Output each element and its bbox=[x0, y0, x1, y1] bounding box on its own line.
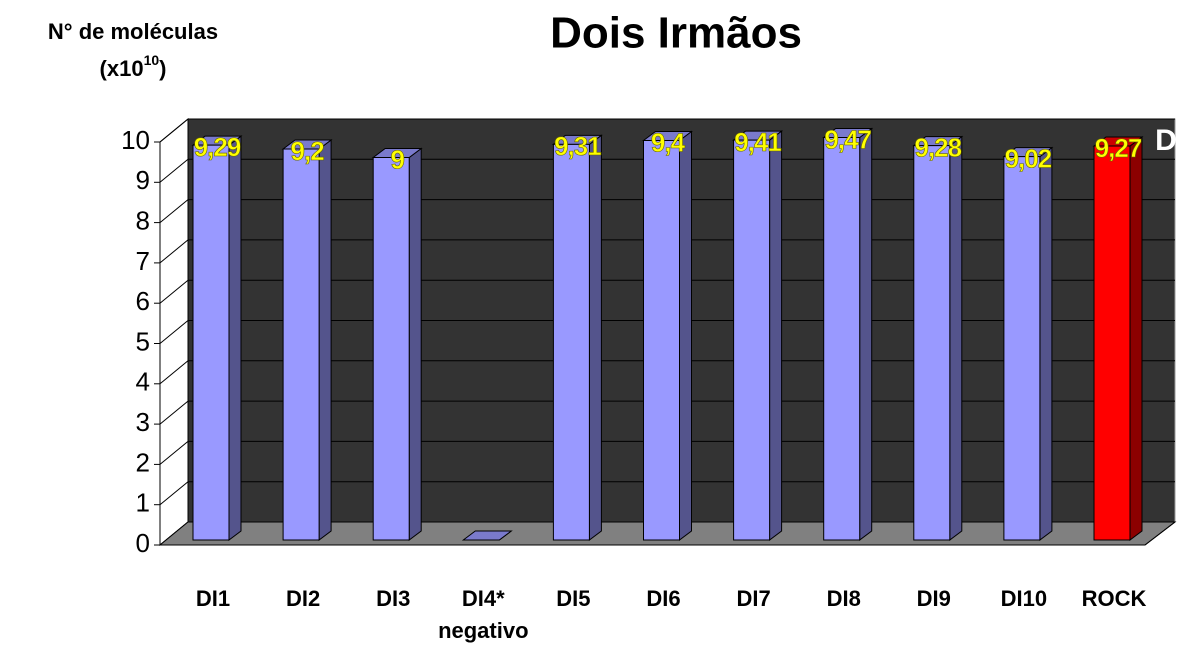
bar bbox=[912, 135, 964, 541]
y-axis-unit: (x1010) bbox=[100, 52, 167, 81]
y-tick-label: 3 bbox=[136, 407, 150, 437]
value-label: 9,28 bbox=[914, 132, 961, 162]
value-label: 9,2 bbox=[291, 136, 325, 166]
bar bbox=[1002, 146, 1054, 541]
x-tick-label: ROCK bbox=[1082, 586, 1147, 611]
bar bbox=[822, 127, 874, 541]
bar-face bbox=[733, 139, 771, 541]
bar-face bbox=[192, 144, 230, 541]
value-label: 9,29 bbox=[194, 132, 241, 162]
grid-line bbox=[159, 279, 189, 304]
grid-line bbox=[159, 158, 189, 183]
bar-face bbox=[643, 140, 680, 541]
x-tick-label: DI4* bbox=[462, 586, 505, 611]
bar-face bbox=[282, 148, 320, 541]
bar-face bbox=[1039, 146, 1053, 541]
bar-face bbox=[588, 134, 602, 541]
grid-line bbox=[159, 441, 189, 465]
bar-face bbox=[1003, 156, 1041, 541]
bar-face bbox=[679, 130, 692, 541]
bar bbox=[642, 130, 693, 541]
y-tick-label: 8 bbox=[136, 205, 150, 235]
y-tick-label: 7 bbox=[136, 246, 150, 276]
y-tick-label: 5 bbox=[136, 326, 150, 356]
value-label: 9,4 bbox=[651, 127, 686, 157]
x-tick-label: DI9 bbox=[917, 586, 951, 611]
y-tick-label: 9 bbox=[136, 165, 150, 195]
y-tick-label: 1 bbox=[136, 488, 150, 518]
annotation: D bbox=[1155, 124, 1177, 157]
grid-line bbox=[159, 400, 189, 425]
bar bbox=[551, 134, 603, 541]
grid-line bbox=[159, 239, 189, 264]
bar bbox=[1092, 136, 1144, 541]
bar-face bbox=[1093, 145, 1131, 541]
bar-face bbox=[552, 143, 590, 541]
y-tick-label: 6 bbox=[136, 286, 150, 316]
value-label: 9,27 bbox=[1095, 133, 1142, 163]
grid-line bbox=[159, 118, 189, 143]
x-tick-label: DI10 bbox=[1001, 586, 1047, 611]
unit-prefix: (x10 bbox=[100, 56, 144, 81]
value-label: 9,02 bbox=[1005, 144, 1052, 174]
x-tick-label: DI2 bbox=[286, 586, 320, 611]
value-label: 9,41 bbox=[734, 127, 781, 157]
bar-face bbox=[859, 127, 873, 541]
bar-face bbox=[408, 147, 422, 541]
bar-face bbox=[372, 157, 410, 541]
bar bbox=[281, 139, 333, 541]
x-tick-note: negativo bbox=[438, 618, 528, 643]
grid-line bbox=[159, 199, 189, 223]
grid-line bbox=[159, 481, 189, 506]
bar-face bbox=[949, 135, 963, 541]
x-tick-label: DI8 bbox=[827, 586, 861, 611]
value-label: 9 bbox=[390, 144, 404, 174]
x-tick-label: DI3 bbox=[376, 586, 410, 611]
y-tick-label: 4 bbox=[136, 367, 150, 397]
y-tick-label: 0 bbox=[136, 528, 150, 558]
x-tick-label: DI7 bbox=[736, 586, 770, 611]
x-tick-label: DI6 bbox=[646, 586, 680, 611]
x-axis-depth bbox=[1144, 521, 1176, 546]
unit-suffix: ) bbox=[159, 56, 166, 81]
value-label: 9,47 bbox=[824, 124, 871, 154]
bar-face bbox=[1129, 136, 1143, 541]
y-axis-title: N° de moléculas bbox=[48, 19, 218, 44]
bar-face bbox=[823, 137, 861, 541]
unit-exponent: 10 bbox=[144, 52, 160, 68]
bar bbox=[732, 130, 784, 541]
y-tick-label: 10 bbox=[121, 125, 150, 155]
x-tick-label: DI1 bbox=[196, 586, 230, 611]
bar bbox=[371, 147, 423, 541]
bar-face bbox=[318, 139, 332, 541]
bar bbox=[461, 530, 513, 541]
bar-face bbox=[769, 130, 783, 541]
chart-title: Dois Irmãos bbox=[550, 9, 802, 58]
grid-line bbox=[159, 360, 189, 385]
bar-face bbox=[228, 135, 242, 541]
bar bbox=[191, 135, 243, 541]
y-tick-label: 2 bbox=[136, 447, 150, 477]
value-label: 9,31 bbox=[554, 131, 601, 161]
x-tick-label: DI5 bbox=[556, 586, 590, 611]
bar-face bbox=[913, 145, 951, 541]
grid-line bbox=[159, 320, 189, 344]
